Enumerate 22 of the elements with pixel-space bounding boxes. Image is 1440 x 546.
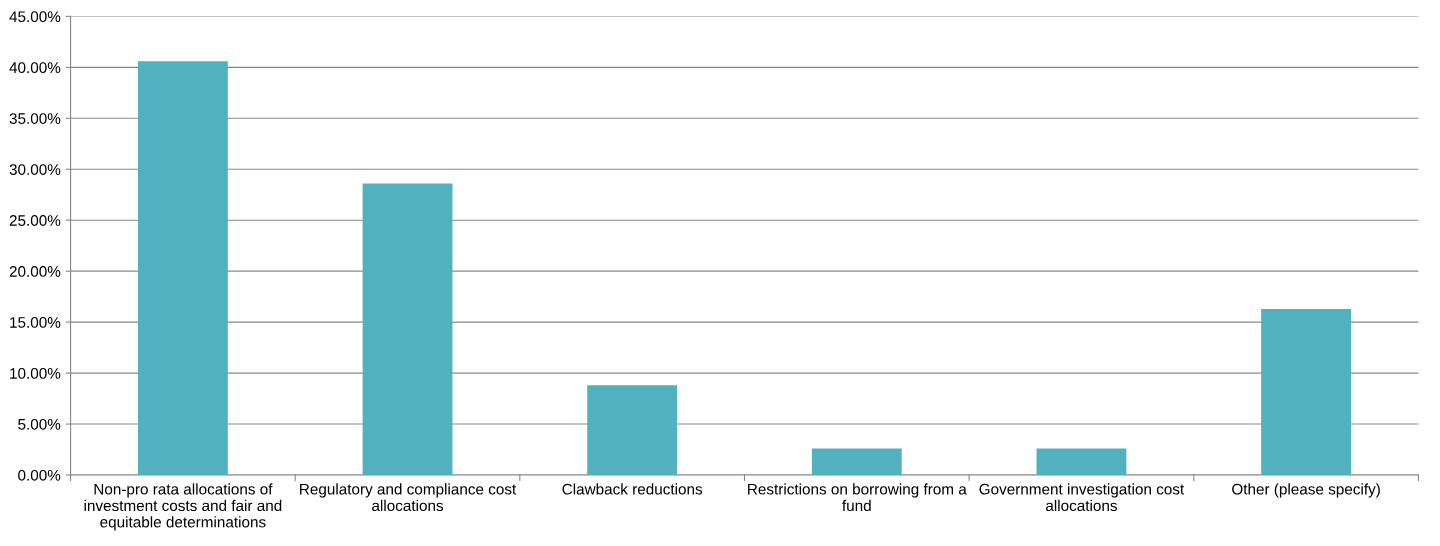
- bar: [811, 448, 902, 476]
- bar: [362, 183, 453, 476]
- x-tick-label: Non-pro rata allocations of investment costs and fair and equitable determinations: [84, 483, 282, 531]
- y-tick-label: 45.00%: [9, 11, 61, 23]
- y-tick-label: 15.00%: [10, 317, 61, 328]
- y-tick-label: 25.00%: [9, 215, 61, 226]
- bar: [1036, 448, 1127, 476]
- x-tick-label: Other (please specify): [1232, 483, 1380, 498]
- y-tick-label: 20.00%: [9, 266, 61, 277]
- y-tick-label: 5.00%: [18, 418, 61, 430]
- y-tick-label: 0.00%: [18, 469, 61, 481]
- y-tick-label: 40.00%: [9, 62, 61, 74]
- y-tick-label: 35.00%: [9, 113, 61, 124]
- bar: [137, 61, 228, 476]
- x-tick-label: Clawback reductions: [562, 483, 703, 495]
- bar: [587, 385, 678, 476]
- x-tick-label: Restrictions on borrowing from a fund: [748, 483, 967, 512]
- x-tick-label: Regulatory and compliance cost allocations: [300, 483, 517, 512]
- y-tick-label: 10.00%: [10, 367, 61, 379]
- bar: [1261, 308, 1352, 476]
- x-tick-label: Government investigation cost allocations: [979, 483, 1185, 512]
- y-tick-label: 30.00%: [9, 164, 61, 175]
